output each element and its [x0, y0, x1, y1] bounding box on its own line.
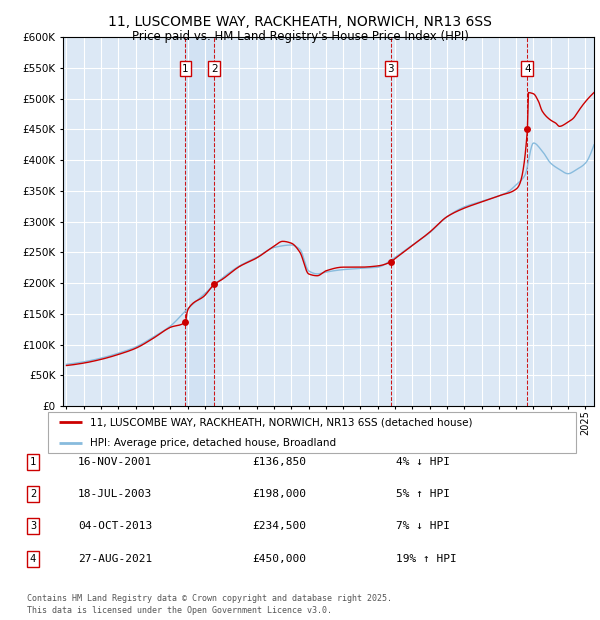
Text: 04-OCT-2013: 04-OCT-2013 [78, 521, 152, 531]
Text: 27-AUG-2021: 27-AUG-2021 [78, 554, 152, 564]
Text: 7% ↓ HPI: 7% ↓ HPI [396, 521, 450, 531]
Text: HPI: Average price, detached house, Broadland: HPI: Average price, detached house, Broa… [90, 438, 337, 448]
Text: 5% ↑ HPI: 5% ↑ HPI [396, 489, 450, 499]
Text: 3: 3 [30, 521, 36, 531]
FancyBboxPatch shape [48, 412, 576, 453]
Text: 16-NOV-2001: 16-NOV-2001 [78, 457, 152, 467]
Text: 11, LUSCOMBE WAY, RACKHEATH, NORWICH, NR13 6SS (detached house): 11, LUSCOMBE WAY, RACKHEATH, NORWICH, NR… [90, 417, 473, 427]
Text: 4: 4 [524, 64, 531, 74]
Text: 3: 3 [388, 64, 394, 74]
Text: £234,500: £234,500 [252, 521, 306, 531]
Text: 4: 4 [30, 554, 36, 564]
Text: £198,000: £198,000 [252, 489, 306, 499]
Text: 1: 1 [182, 64, 189, 74]
Text: 18-JUL-2003: 18-JUL-2003 [78, 489, 152, 499]
Bar [185, 37, 214, 406]
Text: 1: 1 [30, 457, 36, 467]
Text: £450,000: £450,000 [252, 554, 306, 564]
Text: 2: 2 [30, 489, 36, 499]
Text: 4% ↓ HPI: 4% ↓ HPI [396, 457, 450, 467]
Text: 2: 2 [211, 64, 217, 74]
Text: 11, LUSCOMBE WAY, RACKHEATH, NORWICH, NR13 6SS: 11, LUSCOMBE WAY, RACKHEATH, NORWICH, NR… [108, 16, 492, 30]
Text: £136,850: £136,850 [252, 457, 306, 467]
Text: 19% ↑ HPI: 19% ↑ HPI [396, 554, 457, 564]
Text: Contains HM Land Registry data © Crown copyright and database right 2025.
This d: Contains HM Land Registry data © Crown c… [27, 594, 392, 615]
Text: Price paid vs. HM Land Registry's House Price Index (HPI): Price paid vs. HM Land Registry's House … [131, 30, 469, 43]
